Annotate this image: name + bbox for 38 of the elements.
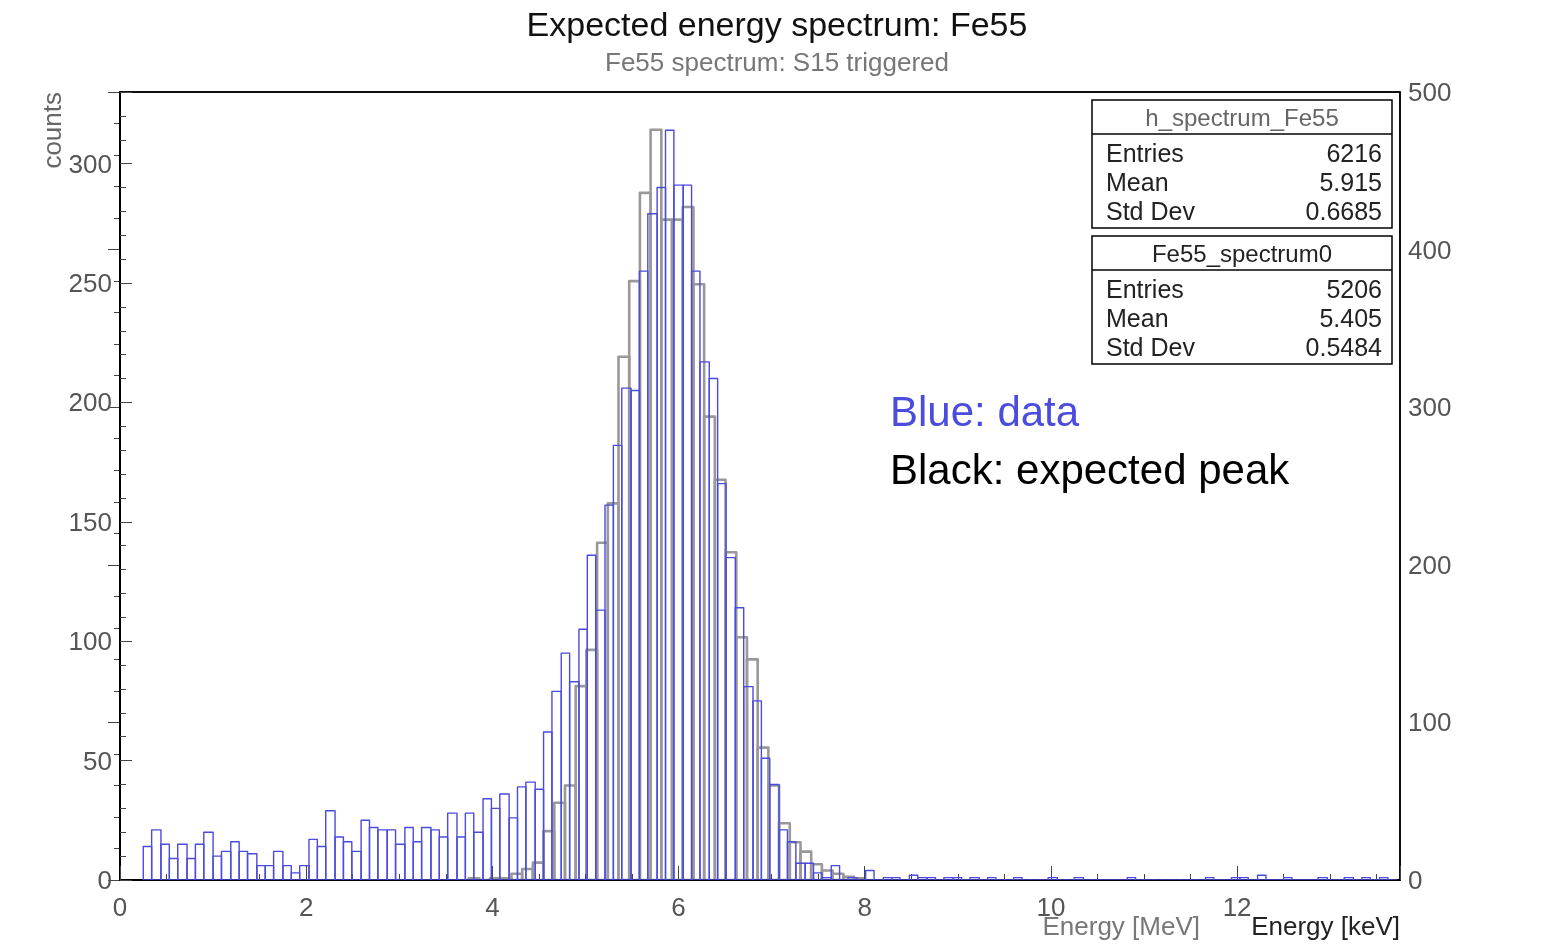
annotation: 0.5484 — [1305, 332, 1383, 361]
y-tick-label: 100 — [1408, 707, 1452, 738]
x-tick-label: 6 — [671, 892, 686, 922]
chart-title: Fe55 spectrum: S15 triggered — [605, 47, 949, 77]
annotation: 6216 — [1326, 138, 1382, 167]
annotation: Mean — [1106, 303, 1169, 332]
x-tick-label: 4 — [485, 892, 500, 922]
y-tick-label: 150 — [68, 506, 112, 537]
y-tick-label: 250 — [68, 268, 112, 299]
annotation: Blue: data — [890, 387, 1080, 435]
x-tick-label: 12 — [1222, 892, 1252, 922]
x-axis-title: Energy [keV] — [1251, 911, 1401, 941]
chart-title: Expected energy spectrum: Fe55 — [526, 5, 1028, 43]
annotation: Std Dev — [1106, 196, 1196, 225]
annotation: Entries — [1106, 138, 1184, 167]
y-axis-title: counts — [37, 92, 67, 169]
annotation: Fe55_spectrum0 — [1151, 239, 1333, 267]
y-tick-label: 0 — [1408, 865, 1423, 895]
y-tick-label: 0 — [97, 865, 112, 895]
y-tick-label: 400 — [1408, 234, 1452, 265]
y-tick-label: 500 — [1408, 77, 1452, 107]
annotation: Black: expected peak — [890, 445, 1291, 493]
annotation: Entries — [1106, 274, 1184, 303]
x-tick-label: 8 — [857, 892, 872, 922]
y-tick-label: 300 — [68, 148, 112, 179]
y-tick-label: 100 — [68, 626, 112, 657]
annotation: Mean — [1106, 167, 1169, 196]
x-tick-label: 2 — [298, 892, 314, 922]
annotation: h_spectrum_Fe55 — [1145, 103, 1339, 131]
y-tick-label: 200 — [68, 387, 112, 418]
y-tick-label: 50 — [83, 745, 112, 776]
annotation: 5206 — [1326, 274, 1382, 303]
y-tick-label: 200 — [1408, 549, 1452, 580]
annotation: 5.405 — [1319, 303, 1382, 332]
y-tick-label: 300 — [1408, 392, 1452, 423]
annotation: 0.6685 — [1305, 196, 1382, 225]
annotation: Std Dev — [1106, 332, 1196, 361]
annotation: 5.915 — [1319, 167, 1382, 196]
